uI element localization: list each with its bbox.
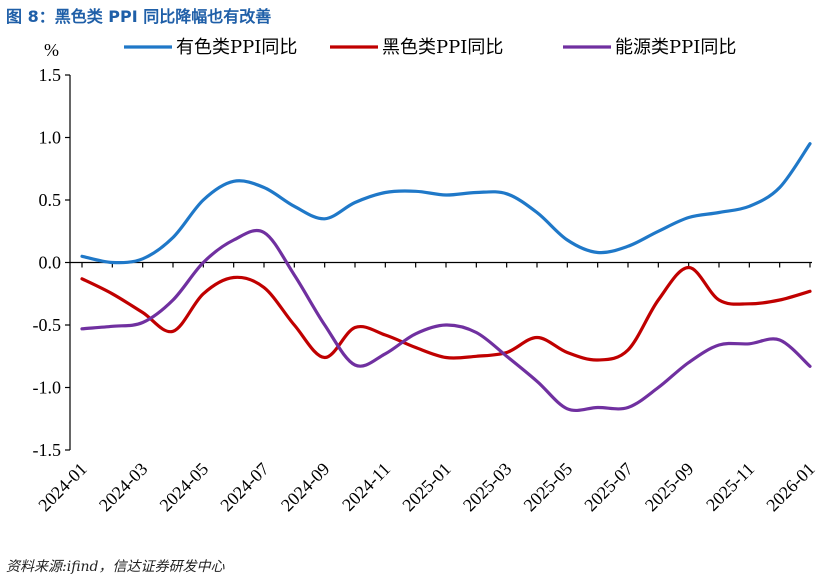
legend: 有色类PPI同比 黑色类PPI同比 能源类PPI同比: [124, 37, 736, 58]
x-tick-label: 2024-01: [34, 459, 91, 516]
y-tick-label: 1.5: [39, 65, 62, 85]
y-tick-label: -1.0: [33, 378, 62, 398]
x-tick-label: 2025-09: [641, 459, 698, 516]
x-tick-label: 2024-11: [338, 459, 394, 515]
x-tick-label: 2025-07: [580, 459, 637, 516]
y-axis-ticks: 1.5 1.0 0.5 0.0 -0.5 -1.0 -1.5: [33, 65, 70, 460]
x-tick-label: 2024-07: [216, 459, 273, 516]
y-axis-unit: %: [44, 40, 59, 60]
x-tick-label: 2024-09: [277, 459, 334, 516]
y-tick-label: -0.5: [33, 315, 62, 335]
chart-title: 图 8：黑色类 PPI 同比降幅也有改善: [6, 7, 272, 26]
x-tick-label: 2025-05: [520, 459, 577, 516]
series-line-2: [80, 265, 812, 362]
x-tick-label: 2025-11: [702, 459, 758, 515]
y-tick-label: 0.0: [39, 253, 62, 273]
x-tick-label: 2025-01: [398, 459, 455, 516]
x-tick-label: 2024-05: [156, 459, 213, 516]
x-axis-ticks: 2024-01 2024-03 2024-05 2024-07 2024-09 2024-…: [34, 262, 819, 516]
series-line-3: [80, 228, 812, 413]
series-line-1: [80, 142, 812, 265]
x-tick-label: 2026-01: [762, 459, 819, 516]
y-tick-label: 1.0: [39, 128, 62, 148]
y-tick-label: 0.5: [39, 190, 62, 210]
x-tick-label: 2025-03: [459, 459, 516, 516]
legend-label-3: 能源类PPI同比: [615, 37, 736, 58]
axes: [69, 75, 812, 450]
source-note: 资料来源:ifind，信达证券研发中心: [6, 559, 225, 575]
y-tick-label: -1.5: [33, 440, 62, 460]
legend-label-2: 黑色类PPI同比: [382, 37, 503, 58]
series-lines: [80, 142, 812, 413]
legend-label-1: 有色类PPI同比: [176, 37, 297, 58]
x-tick-label: 2024-03: [95, 459, 152, 516]
